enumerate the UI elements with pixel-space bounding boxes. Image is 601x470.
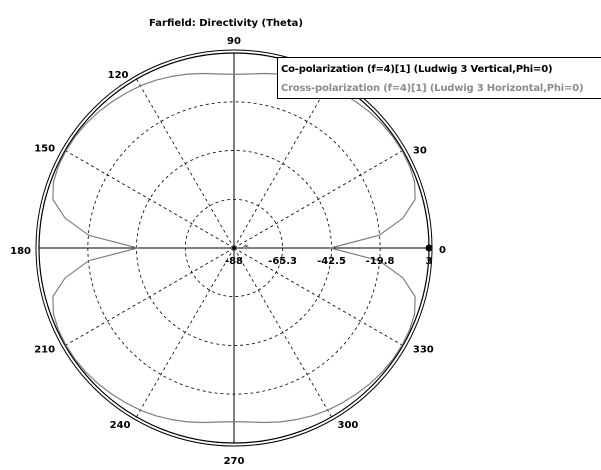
- radial-label-2: -42.5: [317, 256, 346, 267]
- origin-marker: [243, 244, 249, 250]
- radial-label-4: 3: [426, 256, 433, 267]
- spoke-150: [64, 150, 235, 249]
- radial-label-0: -88: [225, 256, 243, 267]
- spoke-30: [233, 150, 404, 249]
- angle-label-0: 0: [439, 245, 446, 256]
- angle-label-90: 90: [227, 36, 241, 47]
- spoke-330: [233, 247, 404, 346]
- spoke-60: [233, 78, 332, 249]
- polar-grid: [35, 49, 433, 447]
- spoke-300: [233, 247, 332, 418]
- angle-label-30: 30: [413, 146, 427, 157]
- angle-label-180: 180: [10, 246, 31, 257]
- angle-label-210: 210: [34, 345, 55, 356]
- zero-angle-marker: [425, 244, 433, 252]
- angle-label-330: 330: [413, 345, 434, 356]
- legend-entry-cross-polarization: Cross-polarization (f=4)[1] (Ludwig 3 Ho…: [281, 83, 584, 94]
- angle-label-120: 120: [108, 70, 129, 81]
- radial-label-1: -65.3: [268, 256, 297, 267]
- spoke-120: [136, 78, 235, 249]
- spoke-210: [64, 247, 235, 346]
- legend: Co-polarization (f=4)[1] (Ludwig 3 Verti…: [277, 57, 601, 99]
- spoke-240: [136, 247, 235, 418]
- angle-label-240: 240: [110, 420, 131, 431]
- legend-entry-co-polarization: Co-polarization (f=4)[1] (Ludwig 3 Verti…: [281, 64, 553, 75]
- angle-label-300: 300: [338, 420, 359, 431]
- radial-label-3: -19.8: [366, 256, 395, 267]
- angle-label-270: 270: [224, 456, 245, 467]
- chart-title: Farfield: Directivity (Theta): [149, 18, 303, 29]
- angle-label-150: 150: [34, 144, 55, 155]
- axis-labels: 0 30 90 120 150 180 210 240 270 300 330 -88 -65.3 -42…: [10, 36, 446, 467]
